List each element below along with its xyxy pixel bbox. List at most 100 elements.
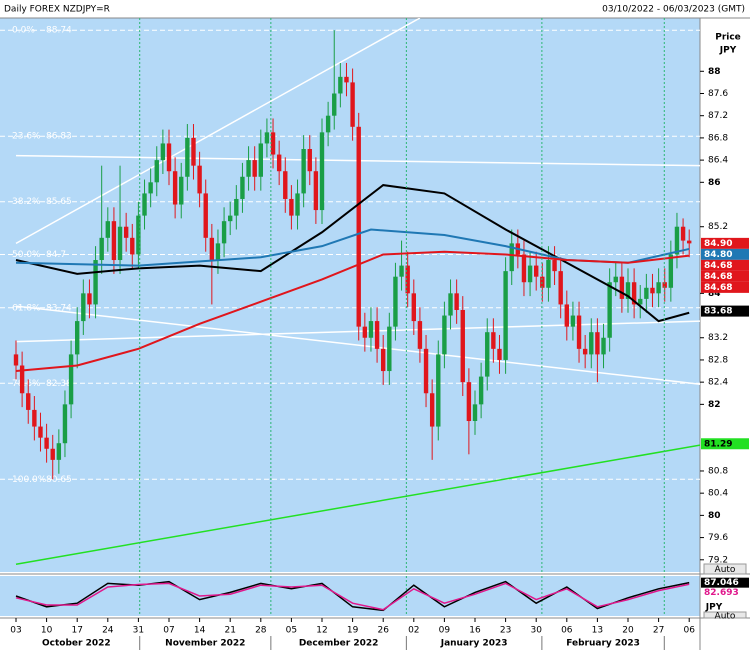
price-label-box — [701, 305, 749, 317]
y-tick-label: 86 — [708, 178, 721, 188]
candle-body — [546, 260, 551, 288]
candle-body — [142, 193, 147, 216]
candle-body — [240, 176, 245, 199]
x-tick-label: 26 — [377, 626, 389, 636]
fib-price: 83.74 — [46, 303, 72, 313]
plot-area — [0, 18, 700, 572]
candle-body — [123, 226, 129, 238]
x-tick-label: 13 — [592, 626, 603, 636]
fib-price: 88.74 — [46, 26, 72, 36]
candle-body — [607, 282, 612, 338]
candle-body — [313, 171, 319, 211]
y-tick-label: 82 — [708, 400, 721, 410]
candle-body — [130, 237, 135, 255]
y-tick-label: 79.6 — [708, 533, 728, 543]
candle-body — [332, 93, 337, 116]
candle-body — [576, 315, 582, 349]
candle-body — [148, 182, 153, 194]
x-tick-label: 31 — [133, 626, 144, 636]
candle-body — [185, 137, 190, 177]
candle-body — [687, 240, 692, 244]
candle-body — [448, 293, 453, 316]
candle-body — [50, 448, 55, 460]
auto-button[interactable] — [703, 563, 747, 575]
x-tick-label: 28 — [255, 626, 267, 636]
price-label-box — [701, 281, 749, 293]
candle-body — [668, 254, 674, 288]
candle-body — [105, 221, 110, 238]
candle-body — [258, 143, 263, 177]
price-label-box — [701, 248, 749, 260]
y-tick-label: 86.8 — [708, 133, 728, 143]
candle-body — [595, 332, 600, 355]
candle-body — [368, 321, 374, 338]
price-label: 81.29 — [704, 439, 732, 449]
fib-ratio: 23.6% — [12, 132, 41, 142]
y-tick-label: 84 — [708, 289, 721, 299]
x-tick-label: 23 — [500, 626, 511, 636]
y-tick-label: 85.2 — [708, 222, 728, 232]
price-label-box — [701, 259, 749, 271]
candle-body — [638, 298, 643, 305]
candle-body — [674, 226, 680, 255]
y-tick-label: 87.2 — [708, 111, 728, 121]
candle-body — [362, 326, 368, 338]
month-label: February 2023 — [566, 639, 640, 649]
x-tick-label: 06 — [561, 626, 573, 636]
candle-body — [399, 265, 404, 277]
candle-body — [564, 304, 569, 327]
x-tick-label: 14 — [194, 626, 206, 636]
x-tick-label: 20 — [622, 626, 634, 636]
candle-body — [442, 315, 447, 355]
price-label: 84.68 — [704, 261, 732, 271]
candle-body — [87, 293, 92, 305]
candle-body — [154, 160, 159, 183]
candle-body — [209, 237, 215, 261]
y-unit: JPY — [719, 46, 737, 56]
candle-body — [601, 337, 606, 355]
candle-body — [338, 76, 343, 94]
candle-body — [221, 221, 227, 244]
y-tick-label: 86.4 — [708, 156, 728, 166]
candle-body — [680, 226, 686, 241]
candle-body — [111, 221, 117, 261]
x-tick-label: 17 — [71, 626, 82, 636]
fib-ratio: 78.6% — [12, 379, 41, 389]
candle-body — [270, 132, 276, 155]
candle-body — [454, 293, 459, 310]
y-tick-label: 83.2 — [708, 333, 728, 343]
candle-body — [619, 276, 625, 299]
candle-body — [179, 176, 184, 205]
candle-body — [117, 226, 123, 261]
y-tick-label: 82.8 — [708, 355, 728, 365]
candle-body — [662, 282, 667, 288]
candle-body — [503, 271, 508, 360]
y-tick-label: 88 — [708, 67, 721, 77]
candle-body — [56, 443, 62, 460]
candle-body — [19, 365, 25, 394]
candle-body — [276, 154, 282, 172]
oscillator-unit: JPY — [705, 603, 723, 613]
candle-body — [521, 254, 527, 283]
candle-body — [32, 409, 37, 427]
x-tick-label: 07 — [163, 626, 174, 636]
y-tick-label: 80.4 — [708, 489, 728, 499]
candle-body — [160, 143, 166, 161]
candle-body — [509, 243, 514, 272]
fib-ratio: 38.2% — [12, 197, 41, 207]
candle-body — [381, 348, 386, 372]
trendline — [15, 444, 700, 565]
oscillator-auto-button[interactable] — [703, 611, 747, 619]
trendline — [15, 305, 700, 385]
candle-body — [344, 76, 349, 83]
oscillator-auto-label[interactable]: Auto — [715, 612, 736, 622]
auto-button-label[interactable]: Auto — [715, 565, 736, 575]
candle-body — [478, 376, 484, 405]
month-label: December 2022 — [299, 639, 379, 649]
date-range: 03/10/2022 - 06/03/2023 (GMT) — [602, 5, 745, 15]
candle-body — [613, 276, 618, 283]
candle-body — [656, 282, 661, 294]
price-label: 83.68 — [704, 307, 732, 317]
x-tick-label: 05 — [286, 626, 297, 636]
candle-body — [38, 426, 43, 438]
